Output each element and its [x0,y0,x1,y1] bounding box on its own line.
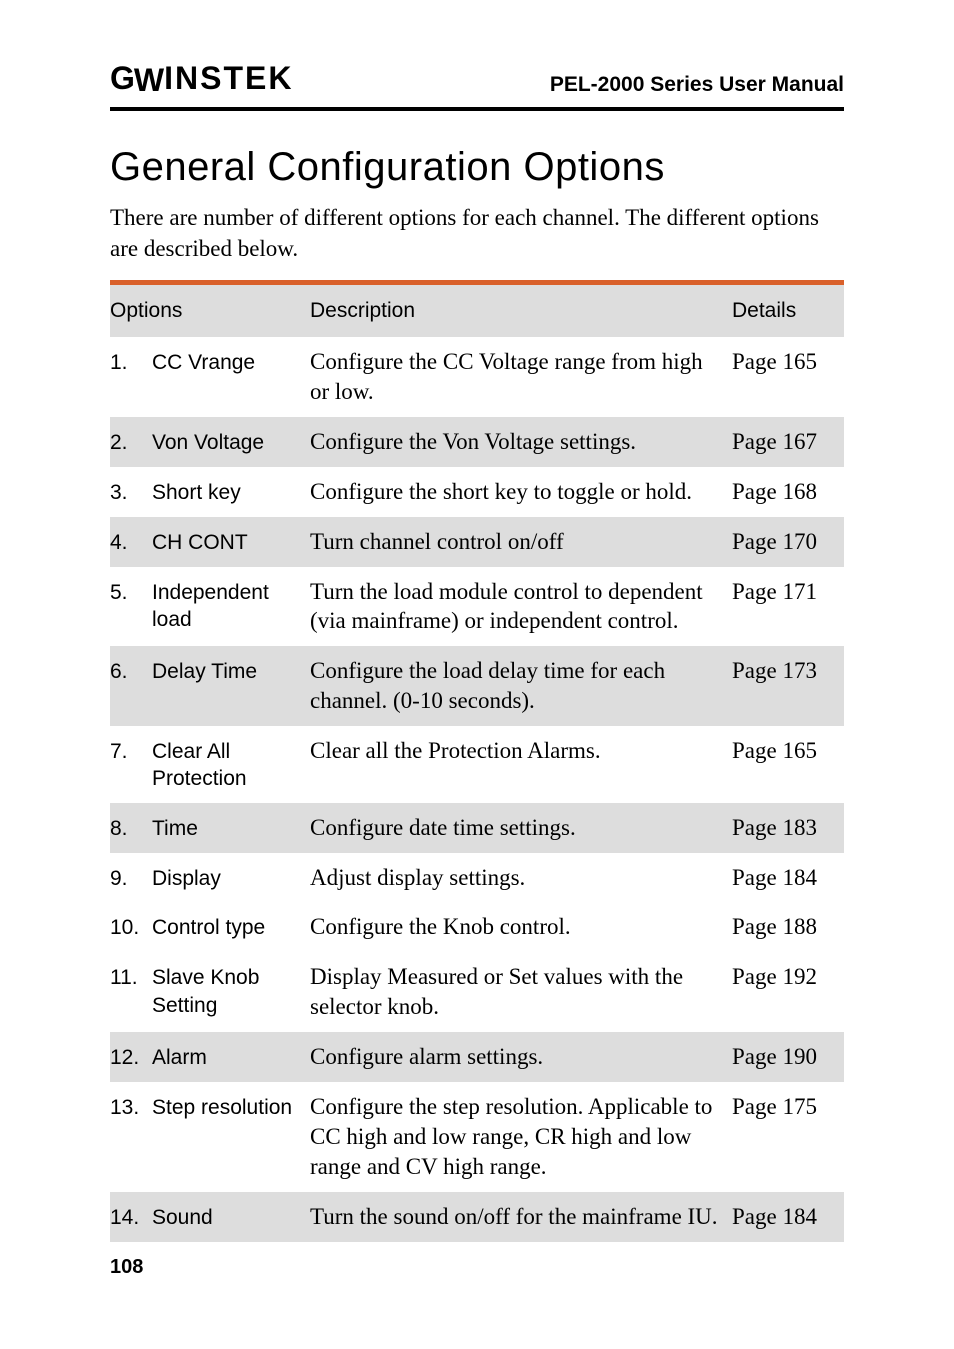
row-description: Configure the step resolution. Applicabl… [310,1082,732,1192]
row-description: Configure the Knob control. [310,902,732,952]
options-table: Options Description Details 1.CC VrangeC… [110,285,844,1242]
table-row: 8.TimeConfigure date time settings.Page … [110,803,844,853]
section-title: General Configuration Options [110,145,844,190]
row-details: Page 165 [732,337,844,417]
row-details: Page 167 [732,417,844,467]
table-row: 9.DisplayAdjust display settings.Page 18… [110,853,844,903]
brand-letter-g: G [110,60,134,97]
table-row: 5.Independent loadTurn the load module c… [110,567,844,647]
row-option: Delay Time [152,646,310,726]
row-option: Independent load [152,567,310,647]
row-details: Page 175 [732,1082,844,1192]
table-row: 2.Von VoltageConfigure the Von Voltage s… [110,417,844,467]
row-details: Page 168 [732,467,844,517]
table-row: 10.Control typeConfigure the Knob contro… [110,902,844,952]
brand-logo: G W INSTEK [110,60,293,97]
col-header-description: Description [310,285,732,337]
col-header-options: Options [110,285,310,337]
row-number: 13. [110,1082,152,1192]
row-number: 8. [110,803,152,853]
brand-letter-w: W [134,62,164,99]
row-description: Configure date time settings. [310,803,732,853]
row-details: Page 192 [732,952,844,1032]
row-option: Alarm [152,1032,310,1082]
row-details: Page 190 [732,1032,844,1082]
table-row: 14.SoundTurn the sound on/off for the ma… [110,1192,844,1242]
table-header-row: Options Description Details [110,285,844,337]
row-option: Von Voltage [152,417,310,467]
row-description: Turn the sound on/off for the mainframe … [310,1192,732,1242]
row-option: CC Vrange [152,337,310,417]
row-option: Clear All Protection [152,726,310,803]
section-intro: There are number of different options fo… [110,202,844,264]
table-row: 4.CH CONTTurn channel control on/offPage… [110,517,844,567]
row-number: 6. [110,646,152,726]
row-description: Configure the CC Voltage range from high… [310,337,732,417]
table-row: 12.AlarmConfigure alarm settings.Page 19… [110,1032,844,1082]
row-details: Page 170 [732,517,844,567]
table-row: 13.Step resolutionConfigure the step res… [110,1082,844,1192]
row-description: Configure the short key to toggle or hol… [310,467,732,517]
row-number: 5. [110,567,152,647]
row-description: Display Measured or Set values with the … [310,952,732,1032]
row-number: 4. [110,517,152,567]
row-description: Adjust display settings. [310,853,732,903]
row-number: 9. [110,853,152,903]
row-option: Step resolution [152,1082,310,1192]
row-details: Page 173 [732,646,844,726]
row-option: Slave Knob Setting [152,952,310,1032]
row-details: Page 188 [732,902,844,952]
row-number: 11. [110,952,152,1032]
row-number: 1. [110,337,152,417]
table-row: 7.Clear All ProtectionClear all the Prot… [110,726,844,803]
row-details: Page 184 [732,853,844,903]
row-description: Configure the Von Voltage settings. [310,417,732,467]
manual-page: G W INSTEK PEL-2000 Series User Manual G… [0,0,954,1242]
manual-title: PEL-2000 Series User Manual [550,73,844,97]
brand-rest: INSTEK [164,60,293,97]
row-option: Display [152,853,310,903]
row-number: 12. [110,1032,152,1082]
row-description: Clear all the Protection Alarms. [310,726,732,803]
row-description: Configure the load delay time for each c… [310,646,732,726]
options-table-body: 1.CC VrangeConfigure the CC Voltage rang… [110,337,844,1242]
row-number: 3. [110,467,152,517]
row-number: 7. [110,726,152,803]
table-row: 1.CC VrangeConfigure the CC Voltage rang… [110,337,844,417]
row-details: Page 184 [732,1192,844,1242]
row-description: Configure alarm settings. [310,1032,732,1082]
col-header-details: Details [732,285,844,337]
row-option: Time [152,803,310,853]
row-option: CH CONT [152,517,310,567]
table-row: 3.Short keyConfigure the short key to to… [110,467,844,517]
page-header: G W INSTEK PEL-2000 Series User Manual [110,60,844,111]
row-details: Page 165 [732,726,844,803]
table-row: 6.Delay TimeConfigure the load delay tim… [110,646,844,726]
row-details: Page 183 [732,803,844,853]
page-number: 108 [110,1256,143,1279]
row-description: Turn channel control on/off [310,517,732,567]
row-number: 2. [110,417,152,467]
row-option: Short key [152,467,310,517]
row-option: Sound [152,1192,310,1242]
row-number: 14. [110,1192,152,1242]
row-number: 10. [110,902,152,952]
row-description: Turn the load module control to dependen… [310,567,732,647]
row-option: Control type [152,902,310,952]
table-row: 11.Slave Knob SettingDisplay Measured or… [110,952,844,1032]
row-details: Page 171 [732,567,844,647]
